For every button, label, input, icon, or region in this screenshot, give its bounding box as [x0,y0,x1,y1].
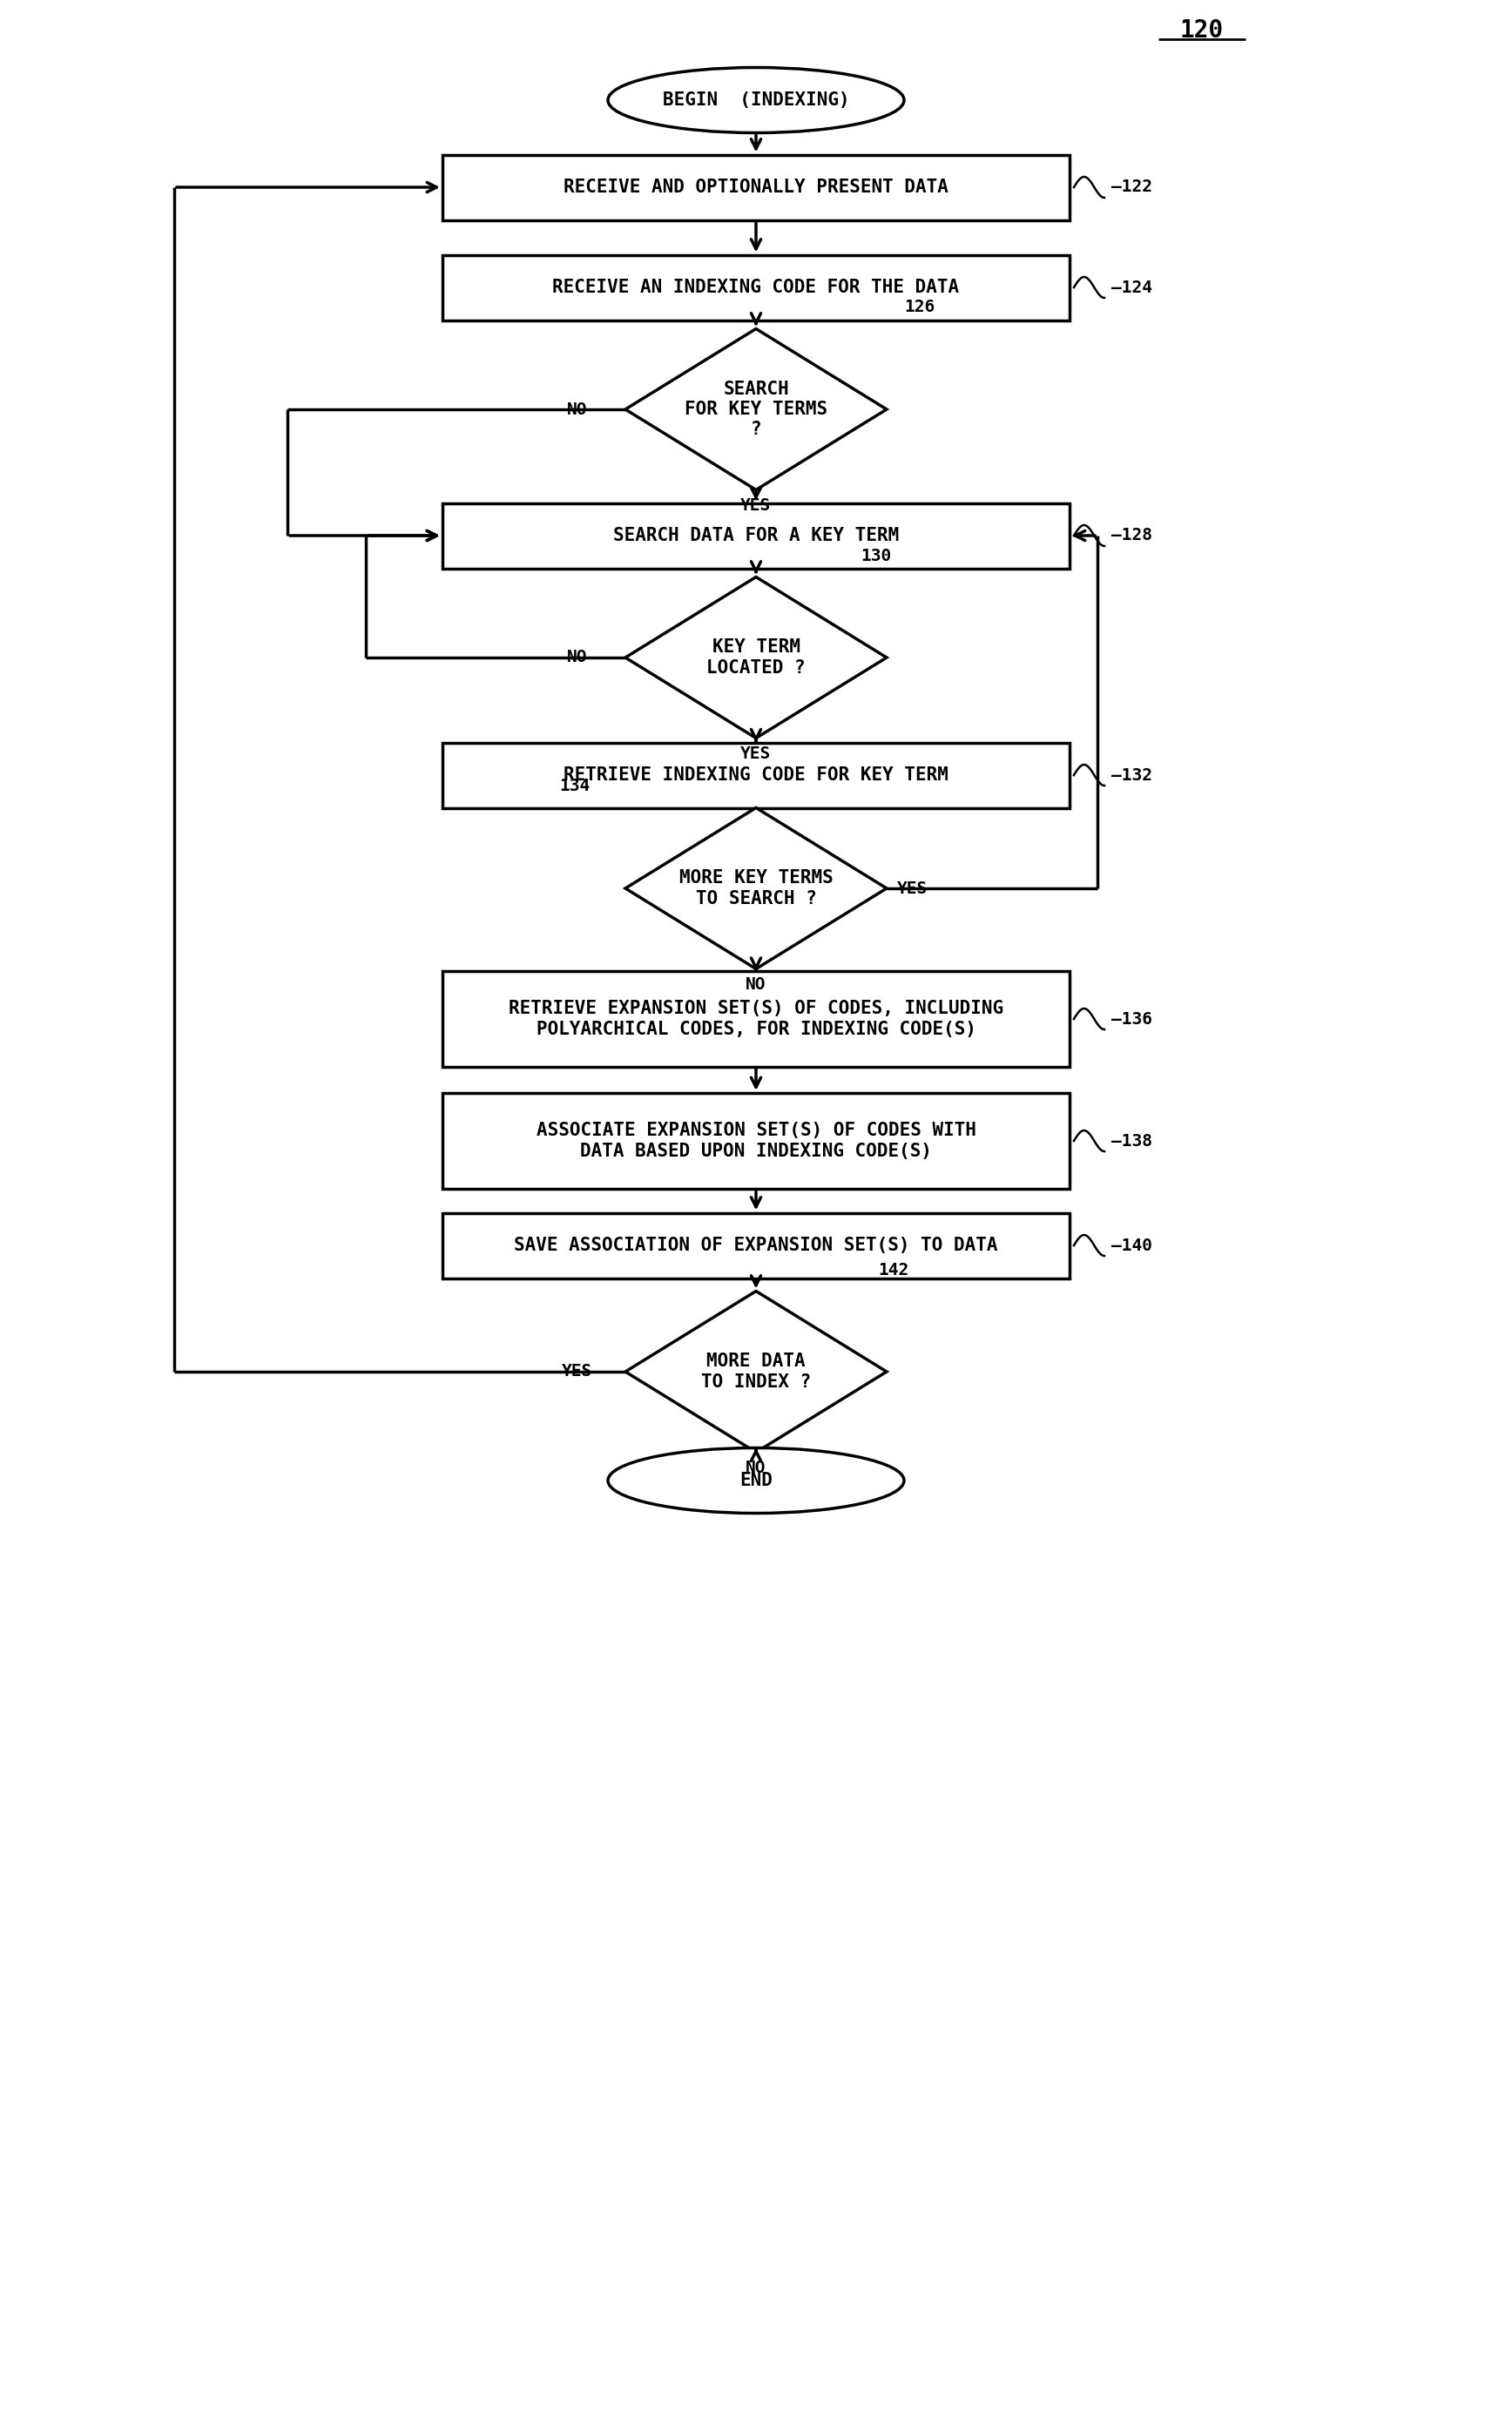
Bar [443,155,1069,220]
Text: 120: 120 [1179,19,1223,44]
Text: MORE KEY TERMS
TO SEARCH ?: MORE KEY TERMS TO SEARCH ? [679,869,833,908]
Text: SEARCH
FOR KEY TERMS
?: SEARCH FOR KEY TERMS ? [685,380,827,438]
Text: BEGIN  (INDEXING): BEGIN (INDEXING) [662,92,850,109]
Text: RECEIVE AND OPTIONALLY PRESENT DATA: RECEIVE AND OPTIONALLY PRESENT DATA [564,179,948,196]
Text: YES: YES [741,497,771,513]
Text: NO: NO [567,649,588,666]
Text: 126: 126 [904,300,934,315]
Bar [443,744,1069,809]
Text: YES: YES [898,879,928,896]
Text: SEARCH DATA FOR A KEY TERM: SEARCH DATA FOR A KEY TERM [612,528,900,545]
Bar [443,1213,1069,1279]
Text: YES: YES [562,1364,593,1381]
Polygon shape [626,576,886,739]
Text: NO: NO [745,1460,767,1475]
Text: —136: —136 [1111,1010,1152,1027]
Text: 142: 142 [878,1262,909,1279]
Text: NO: NO [567,402,588,417]
Polygon shape [626,329,886,489]
Text: —132: —132 [1111,768,1152,782]
Text: ASSOCIATE EXPANSION SET(S) OF CODES WITH
DATA BASED UPON INDEXING CODE(S): ASSOCIATE EXPANSION SET(S) OF CODES WITH… [537,1121,975,1160]
Text: RECEIVE AN INDEXING CODE FOR THE DATA: RECEIVE AN INDEXING CODE FOR THE DATA [552,279,960,295]
Ellipse shape [608,1448,904,1514]
Text: SAVE ASSOCIATION OF EXPANSION SET(S) TO DATA: SAVE ASSOCIATION OF EXPANSION SET(S) TO … [514,1238,998,1255]
Text: YES: YES [741,746,771,763]
Text: MORE DATA
TO INDEX ?: MORE DATA TO INDEX ? [702,1354,810,1390]
Bar [443,254,1069,320]
Polygon shape [626,809,886,969]
Text: NO: NO [745,976,767,993]
Bar [443,1092,1069,1189]
Text: RETRIEVE EXPANSION SET(S) OF CODES, INCLUDING
POLYARCHICAL CODES, FOR INDEXING C: RETRIEVE EXPANSION SET(S) OF CODES, INCL… [508,1000,1004,1037]
Text: 134: 134 [559,777,591,794]
Text: KEY TERM
LOCATED ?: KEY TERM LOCATED ? [706,639,806,676]
Text: END: END [739,1473,773,1490]
Bar [443,504,1069,569]
Text: —140: —140 [1111,1238,1152,1255]
Text: —138: —138 [1111,1133,1152,1148]
Text: —124: —124 [1111,279,1152,295]
Text: 130: 130 [860,547,891,564]
Polygon shape [626,1291,886,1453]
Text: —128: —128 [1111,528,1152,545]
Ellipse shape [608,68,904,133]
Text: —122: —122 [1111,179,1152,196]
Bar [443,971,1069,1066]
Text: RETRIEVE INDEXING CODE FOR KEY TERM: RETRIEVE INDEXING CODE FOR KEY TERM [564,765,948,785]
